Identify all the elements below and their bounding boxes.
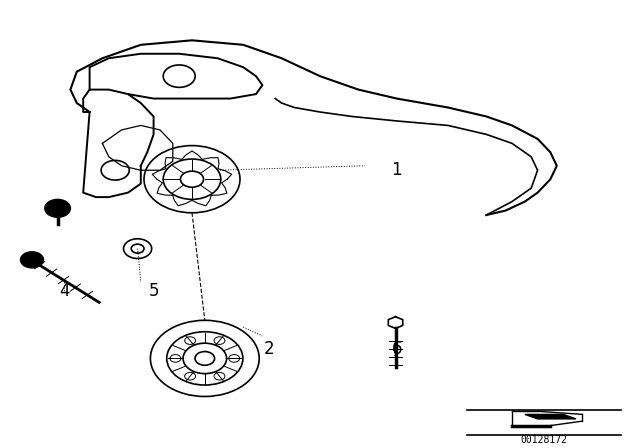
Text: 00128172: 00128172 xyxy=(520,435,568,445)
Text: 5: 5 xyxy=(148,282,159,300)
Polygon shape xyxy=(525,414,576,419)
Circle shape xyxy=(20,252,44,268)
Text: 4: 4 xyxy=(59,282,69,300)
Text: 1: 1 xyxy=(392,161,402,179)
Text: 3: 3 xyxy=(59,202,69,220)
Circle shape xyxy=(45,199,70,217)
Text: 6: 6 xyxy=(392,340,402,358)
Polygon shape xyxy=(388,317,403,328)
Text: 2: 2 xyxy=(264,340,274,358)
